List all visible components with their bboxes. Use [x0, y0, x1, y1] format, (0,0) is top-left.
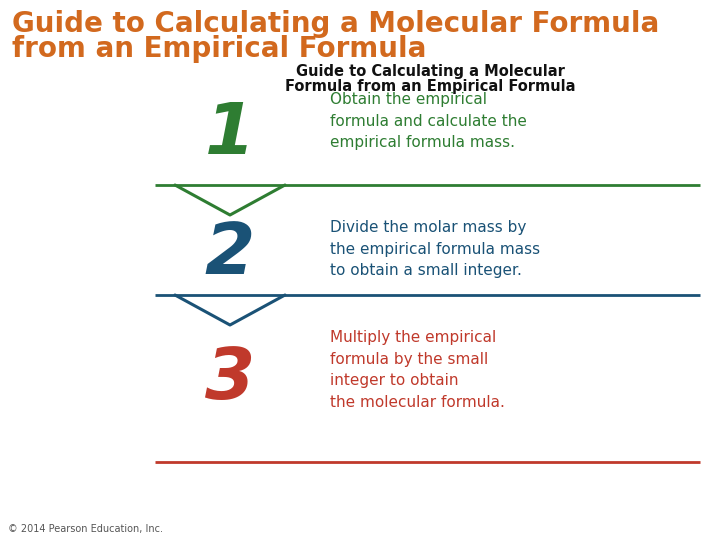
Text: Formula from an Empirical Formula: Formula from an Empirical Formula — [284, 79, 575, 94]
Text: from an Empirical Formula: from an Empirical Formula — [12, 35, 426, 63]
Text: Guide to Calculating a Molecular: Guide to Calculating a Molecular — [296, 64, 564, 79]
Text: © 2014 Pearson Education, Inc.: © 2014 Pearson Education, Inc. — [8, 524, 163, 534]
Text: Divide the molar mass by
the empirical formula mass
to obtain a small integer.: Divide the molar mass by the empirical f… — [330, 220, 540, 278]
Text: Obtain the empirical
formula and calculate the
empirical formula mass.: Obtain the empirical formula and calcula… — [330, 92, 527, 150]
Text: 2: 2 — [205, 220, 255, 289]
Text: Multiply the empirical
formula by the small
integer to obtain
the molecular form: Multiply the empirical formula by the sm… — [330, 330, 505, 410]
Text: 3: 3 — [205, 346, 255, 415]
Text: 1: 1 — [205, 100, 255, 170]
Text: Guide to Calculating a Molecular Formula: Guide to Calculating a Molecular Formula — [12, 10, 660, 38]
